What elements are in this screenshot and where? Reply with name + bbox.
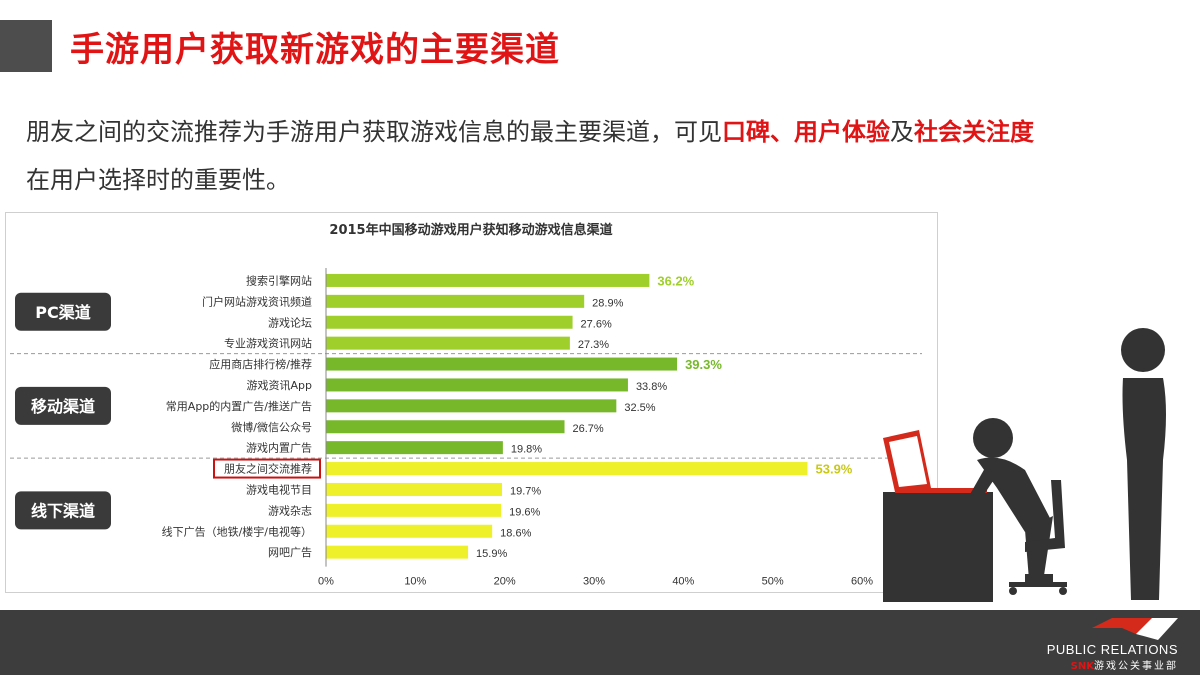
chair-icon bbox=[1025, 480, 1065, 552]
x-tick-label: 10% bbox=[404, 576, 426, 588]
group-label: PC渠道 bbox=[35, 303, 90, 322]
category-label: 微博/微信公众号 bbox=[231, 420, 312, 434]
group-label: 移动渠道 bbox=[31, 397, 95, 416]
page-title: 手游用户获取新游戏的主要渠道 bbox=[70, 30, 560, 70]
intro-highlight-1: 口碑、用户体验 bbox=[722, 118, 890, 146]
logo-mark-icon bbox=[1092, 618, 1178, 640]
footer-bar bbox=[0, 610, 1200, 675]
bar bbox=[326, 545, 469, 559]
data-label: 19.7% bbox=[510, 485, 541, 497]
desk-icon bbox=[883, 492, 993, 602]
bar bbox=[326, 462, 808, 476]
intro-text-1: 朋友之间的交流推荐为手游用户获取游戏信息的最主要渠道，可见 bbox=[26, 118, 722, 146]
category-label: 应用商店排行榜/推荐 bbox=[209, 357, 312, 371]
data-label: 15.9% bbox=[476, 548, 507, 560]
category-label: 常用App的内置广告/推送广告 bbox=[166, 399, 312, 413]
seated-person-head-icon bbox=[973, 418, 1013, 458]
data-label: 18.6% bbox=[500, 527, 531, 539]
highlight-box bbox=[213, 458, 321, 479]
bar bbox=[326, 315, 573, 329]
bar bbox=[326, 378, 628, 392]
company-logo: PUBLIC RELATIONS SNK游戏公关事业部 bbox=[1046, 618, 1178, 672]
data-label: 27.6% bbox=[581, 318, 612, 330]
category-label: 线下广告（地铁/楼宇/电视等） bbox=[162, 524, 312, 538]
x-tick-label: 30% bbox=[583, 576, 605, 588]
intro-highlight-2: 社会关注度 bbox=[914, 118, 1034, 146]
x-tick-label: 20% bbox=[494, 576, 516, 588]
category-label: 游戏电视节目 bbox=[246, 482, 312, 496]
bar bbox=[326, 503, 502, 517]
group-label: 线下渠道 bbox=[31, 501, 95, 520]
standing-person-head-icon bbox=[1121, 328, 1165, 372]
category-label: 门户网站游戏资讯频道 bbox=[202, 294, 312, 308]
bar bbox=[326, 420, 565, 434]
group-label-box bbox=[15, 292, 111, 331]
data-label: 28.9% bbox=[592, 297, 623, 309]
bar bbox=[326, 294, 585, 308]
category-label: 游戏论坛 bbox=[268, 315, 312, 329]
logo-snk-text: SNK bbox=[1070, 661, 1094, 672]
intro-paragraph: 朋友之间的交流推荐为手游用户获取游戏信息的最主要渠道，可见口碑、用户体验及社会关… bbox=[26, 108, 1176, 204]
bar bbox=[326, 357, 678, 371]
x-tick-label: 50% bbox=[762, 576, 784, 588]
intro-text-2: 及 bbox=[890, 118, 914, 146]
chart-title: 2015年中国移动游戏用户获知移动游戏信息渠道 bbox=[329, 222, 612, 238]
bar bbox=[326, 524, 493, 538]
category-label: 游戏资讯App bbox=[247, 379, 313, 392]
intro-text-3: 在用户选择时的重要性。 bbox=[26, 166, 290, 194]
title-accent-block bbox=[0, 20, 52, 72]
bar bbox=[326, 336, 570, 350]
x-tick-label: 0% bbox=[318, 576, 334, 588]
bar bbox=[326, 273, 650, 287]
bar bbox=[326, 399, 617, 413]
data-label: 53.9% bbox=[816, 462, 853, 477]
data-label: 26.7% bbox=[573, 423, 604, 435]
category-label: 游戏杂志 bbox=[268, 504, 312, 517]
x-tick-label: 60% bbox=[851, 576, 873, 588]
bar bbox=[326, 482, 502, 496]
category-label: 游戏内置广告 bbox=[246, 441, 312, 455]
bar bbox=[326, 441, 503, 455]
data-label: 39.3% bbox=[685, 357, 722, 372]
logo-department-text: 游戏公关事业部 bbox=[1094, 661, 1178, 672]
category-label: 搜索引擎网站 bbox=[246, 273, 312, 287]
x-tick-label: 40% bbox=[672, 576, 694, 588]
data-label: 19.8% bbox=[511, 444, 542, 456]
channel-chart: 2015年中国移动游戏用户获知移动游戏信息渠道搜索引擎网站 36.2% 门户网站游戏… bbox=[5, 212, 938, 593]
thinking-user-illustration bbox=[883, 328, 1166, 602]
category-label: 专业游戏资讯网站 bbox=[224, 336, 312, 350]
data-label: 33.8% bbox=[636, 381, 667, 393]
data-label: 27.3% bbox=[578, 339, 609, 351]
logo-english-text: PUBLIC RELATIONS bbox=[1046, 642, 1178, 657]
category-label: 朋友之间交流推荐 bbox=[224, 462, 312, 476]
data-label: 19.6% bbox=[509, 506, 540, 518]
category-label: 网吧广告 bbox=[268, 546, 312, 559]
group-label-box bbox=[15, 386, 111, 425]
logo-chinese-text: SNK游戏公关事业部 bbox=[1047, 657, 1178, 672]
data-label: 36.2% bbox=[657, 273, 694, 288]
group-label-box bbox=[15, 491, 111, 530]
data-label: 32.5% bbox=[624, 402, 655, 414]
